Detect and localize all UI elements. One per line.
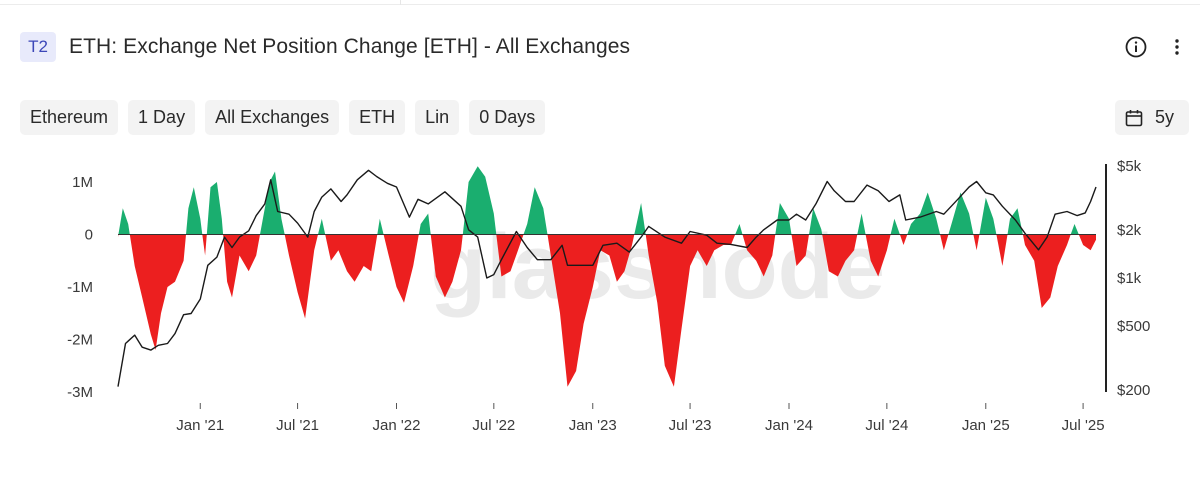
filter-bar: Ethereum 1 Day All Exchanges ETH Lin 0 D… (20, 100, 546, 135)
inflow-area-13 (418, 213, 431, 235)
outflow-area-22 (742, 234, 776, 277)
outflow-area-40 (1078, 234, 1096, 251)
outflow-area-26 (822, 234, 858, 277)
inflow-area-39 (1070, 224, 1079, 235)
exchange-filter[interactable]: All Exchanges (205, 100, 340, 135)
net-position-areas (118, 166, 1096, 387)
outflow-area-12 (383, 234, 419, 303)
inflow-area-1 (118, 208, 130, 235)
date-range-button[interactable]: 5y (1115, 100, 1189, 135)
left-axis-tick: -1M (67, 279, 93, 296)
x-axis-tick: Jan '25 (962, 417, 1010, 434)
info-circle-icon[interactable] (1124, 35, 1148, 59)
inflow-area-9 (318, 218, 326, 235)
inflow-area-11 (377, 218, 384, 235)
outflow-area-36 (996, 234, 1008, 266)
moving-average-filter[interactable]: 0 Days (469, 100, 546, 135)
inflow-area-5 (206, 182, 224, 235)
scale-filter[interactable]: Lin (415, 100, 460, 135)
inflow-area-25 (809, 208, 823, 235)
outflow-area-28 (865, 234, 891, 277)
outflow-area-34 (973, 234, 980, 251)
price-series (117, 169, 1097, 387)
outflow-area-18 (547, 234, 635, 387)
price-line (117, 169, 1097, 387)
outflow-area-38 (1022, 234, 1071, 308)
x-axis-tick: Jul '21 (276, 417, 319, 434)
left-axis-tick: -3M (67, 384, 93, 401)
outflow-area-10 (325, 234, 378, 282)
inflow-area-35 (979, 197, 997, 235)
inflow-area-31 (907, 192, 941, 235)
outflow-area-32 (940, 234, 949, 251)
inflow-area-19 (634, 203, 646, 235)
x-axis-tick: Jan '21 (176, 417, 224, 434)
outflow-area-4 (202, 234, 207, 256)
x-axis-tick: Jan '23 (569, 417, 617, 434)
left-axis-tick: 1M (72, 174, 93, 191)
top-divider-notch (400, 0, 401, 5)
x-axis-tick: Jul '25 (1062, 417, 1105, 434)
outflow-area-30 (899, 234, 908, 245)
inflow-area-29 (890, 218, 900, 235)
top-divider (0, 4, 1200, 5)
right-axis-tick: $1k (1117, 270, 1142, 287)
x-axis-tick: Jul '22 (472, 417, 515, 434)
inflow-area-21 (735, 224, 743, 235)
inflow-area-15 (462, 166, 497, 235)
outflow-area-6 (223, 234, 260, 298)
outflow-area-24 (791, 234, 809, 266)
left-axis-tick: 0 (85, 227, 93, 244)
chart-title: ETH: Exchange Net Position Change [ETH] … (69, 35, 631, 58)
tier-badge: T2 (20, 32, 56, 62)
inflow-area-7 (260, 171, 285, 235)
left-axis-tick: -2M (67, 332, 93, 349)
chart-header: T2 ETH: Exchange Net Position Change [ET… (20, 32, 630, 62)
right-axis-tick: $2k (1117, 222, 1142, 239)
outflow-area-2 (129, 234, 186, 350)
right-axis-tick: $500 (1117, 318, 1150, 335)
inflow-area-33 (948, 192, 974, 235)
inflow-area-3 (186, 187, 203, 235)
inflow-area-23 (775, 203, 792, 235)
x-axis-tick: Jan '22 (373, 417, 421, 434)
asset-filter[interactable]: Ethereum (20, 100, 119, 135)
outflow-area-20 (645, 234, 736, 387)
date-range-label: 5y (1155, 107, 1175, 127)
inflow-area-37 (1007, 208, 1023, 235)
resolution-filter[interactable]: 1 Day (128, 100, 196, 135)
right-axis-tick: $200 (1117, 382, 1150, 399)
inflow-area-17 (523, 187, 548, 235)
outflow-area-16 (496, 234, 524, 277)
x-axis-tick: Jul '23 (669, 417, 712, 434)
inflow-area-27 (857, 213, 866, 235)
vertical-ellipsis-icon[interactable] (1166, 35, 1188, 59)
x-axis-tick: Jan '24 (765, 417, 813, 434)
outflow-area-8 (284, 234, 318, 319)
outflow-area-14 (430, 234, 463, 298)
chart-axes: 1M 0 -1M -2M -3M $5k $2k $1k $500 $200 Jan '21 Jul … (67, 158, 1150, 434)
x-axis-tick: Jul '24 (865, 417, 908, 434)
right-axis-tick: $5k (1117, 158, 1142, 175)
currency-filter[interactable]: ETH (349, 100, 406, 135)
calendar-icon (1125, 109, 1143, 126)
